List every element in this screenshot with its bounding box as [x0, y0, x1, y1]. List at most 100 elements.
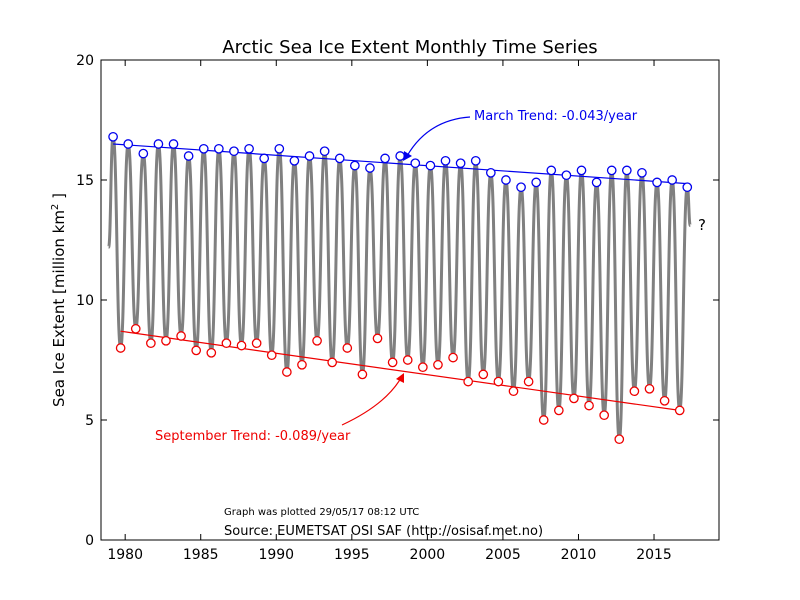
september-minimum-marker	[538, 415, 549, 425]
march-maximum-marker	[470, 155, 481, 166]
march-maximum-marker	[591, 177, 602, 188]
y-tick-label: 15	[76, 173, 94, 189]
data-source: Source: EUMETSAT OSI SAF (http://osisaf.…	[224, 524, 543, 539]
september-minimum-marker	[327, 357, 338, 368]
september-minimum-marker	[221, 338, 232, 349]
september-minimum-marker	[584, 400, 594, 411]
march-trend-label: March Trend: -0.043/year	[474, 109, 638, 124]
march-maximum-marker	[138, 148, 149, 159]
march-maximum-marker	[198, 143, 209, 154]
september-minimum-marker	[282, 367, 292, 377]
march-maximum-marker	[682, 182, 693, 193]
september-minimum-marker	[206, 347, 217, 358]
september-minimum-marker	[674, 405, 685, 416]
march-maximum-marker	[214, 143, 224, 154]
march-maximum-marker	[576, 165, 587, 176]
september-trend-arrowhead	[396, 373, 404, 383]
x-tick-label: 1985	[183, 547, 219, 563]
september-minimum-marker	[569, 393, 579, 404]
march-maximum-marker	[667, 175, 678, 185]
y-axis-label-end: ]	[50, 193, 68, 204]
september-minimum-marker	[251, 338, 262, 349]
monthly-series-layer	[107, 135, 692, 441]
march-maximum-marker	[410, 158, 421, 169]
september-minimum-marker	[176, 331, 186, 341]
x-tick-label: 2005	[485, 547, 521, 563]
march-maximum-marker	[365, 163, 375, 173]
march-maximum-marker	[501, 175, 511, 185]
x-tick-label: 2015	[636, 547, 672, 563]
march-maximum-marker	[304, 151, 315, 161]
march-trend-callout: March Trend: -0.043/year	[403, 109, 638, 161]
x-tick-label: 2000	[410, 547, 446, 563]
september-minimum-marker	[417, 362, 428, 373]
march-maximum-marker	[380, 153, 390, 164]
march-maximum-marker	[168, 139, 179, 149]
march-maximum-marker	[334, 153, 345, 164]
march-maximum-marker	[289, 155, 300, 166]
september-minimum-marker	[387, 357, 398, 368]
september-minimum-marker	[161, 335, 171, 346]
march-maximum-marker	[319, 146, 330, 157]
september-minimum-marker	[357, 369, 368, 380]
march-maximum-marker	[425, 160, 436, 171]
march-maximum-marker	[652, 177, 662, 188]
march-maximum-marker	[274, 143, 285, 154]
march-maximum-marker	[455, 158, 466, 169]
march-trend-arrowhead	[403, 151, 412, 161]
september-minimum-marker	[236, 340, 247, 351]
march-maximum-marker	[395, 151, 406, 161]
september-minimum-marker	[146, 338, 156, 349]
september-minimum-marker	[342, 343, 353, 353]
september-minimum-marker	[614, 434, 625, 445]
march-maximum-marker	[561, 170, 572, 181]
x-tick-label: 1995	[334, 547, 370, 563]
march-maximum-marker	[440, 155, 451, 166]
march-trend-arrow	[406, 116, 471, 157]
y-tick-label: 5	[85, 413, 94, 429]
trend-lines-layer	[113, 143, 688, 411]
september-minimum-marker	[448, 352, 458, 363]
september-trend-line	[120, 330, 680, 411]
march-maximum-marker	[153, 139, 164, 149]
september-minimum-marker	[191, 345, 202, 356]
september-minimum-marker	[130, 323, 141, 334]
march-maximum-marker	[606, 165, 617, 176]
ongoing-question-mark: ?	[698, 216, 706, 234]
september-minimum-marker	[553, 405, 564, 416]
september-minimum-marker	[115, 343, 126, 353]
march-maximum-marker	[637, 167, 647, 178]
september-minimum-marker	[266, 350, 277, 361]
march-maximum-marker	[259, 153, 270, 164]
y-axis-label-main: Sea Ice Extent [million km	[50, 210, 68, 407]
september-minimum-marker	[463, 376, 474, 387]
march-maximum-marker	[621, 165, 632, 176]
september-minimum-marker	[493, 376, 504, 387]
september-minimum-marker	[402, 355, 413, 365]
x-tick-label: 2010	[561, 547, 597, 563]
september-minimum-marker	[312, 335, 322, 346]
september-trend-callout: September Trend: -0.089/year	[155, 373, 404, 444]
march-maximum-marker	[546, 165, 557, 176]
september-minimum-marker	[659, 395, 670, 406]
september-minimum-marker	[644, 383, 655, 394]
march-trend-line	[113, 143, 688, 185]
september-trend-arrow	[341, 377, 402, 426]
september-minimum-marker	[523, 376, 534, 387]
september-minimum-marker	[629, 386, 640, 397]
september-minimum-marker	[508, 386, 519, 397]
september-minimum-marker	[478, 369, 489, 380]
march-maximum-marker	[108, 131, 118, 142]
march-maximum-marker	[183, 151, 194, 161]
september-minimum-marker	[372, 333, 383, 344]
march-maximum-marker	[485, 167, 496, 178]
march-maximum-marker	[123, 139, 134, 149]
march-maximum-marker	[516, 182, 526, 193]
september-minimum-marker	[433, 359, 443, 370]
y-axis-label: Sea Ice Extent [million km2 ]	[50, 193, 68, 407]
september-trend-label: September Trend: -0.089/year	[155, 429, 351, 444]
y-axis-label-superscript: 2	[50, 204, 61, 210]
march-maximum-marker	[531, 177, 542, 188]
september-minimum-marker	[599, 410, 610, 421]
